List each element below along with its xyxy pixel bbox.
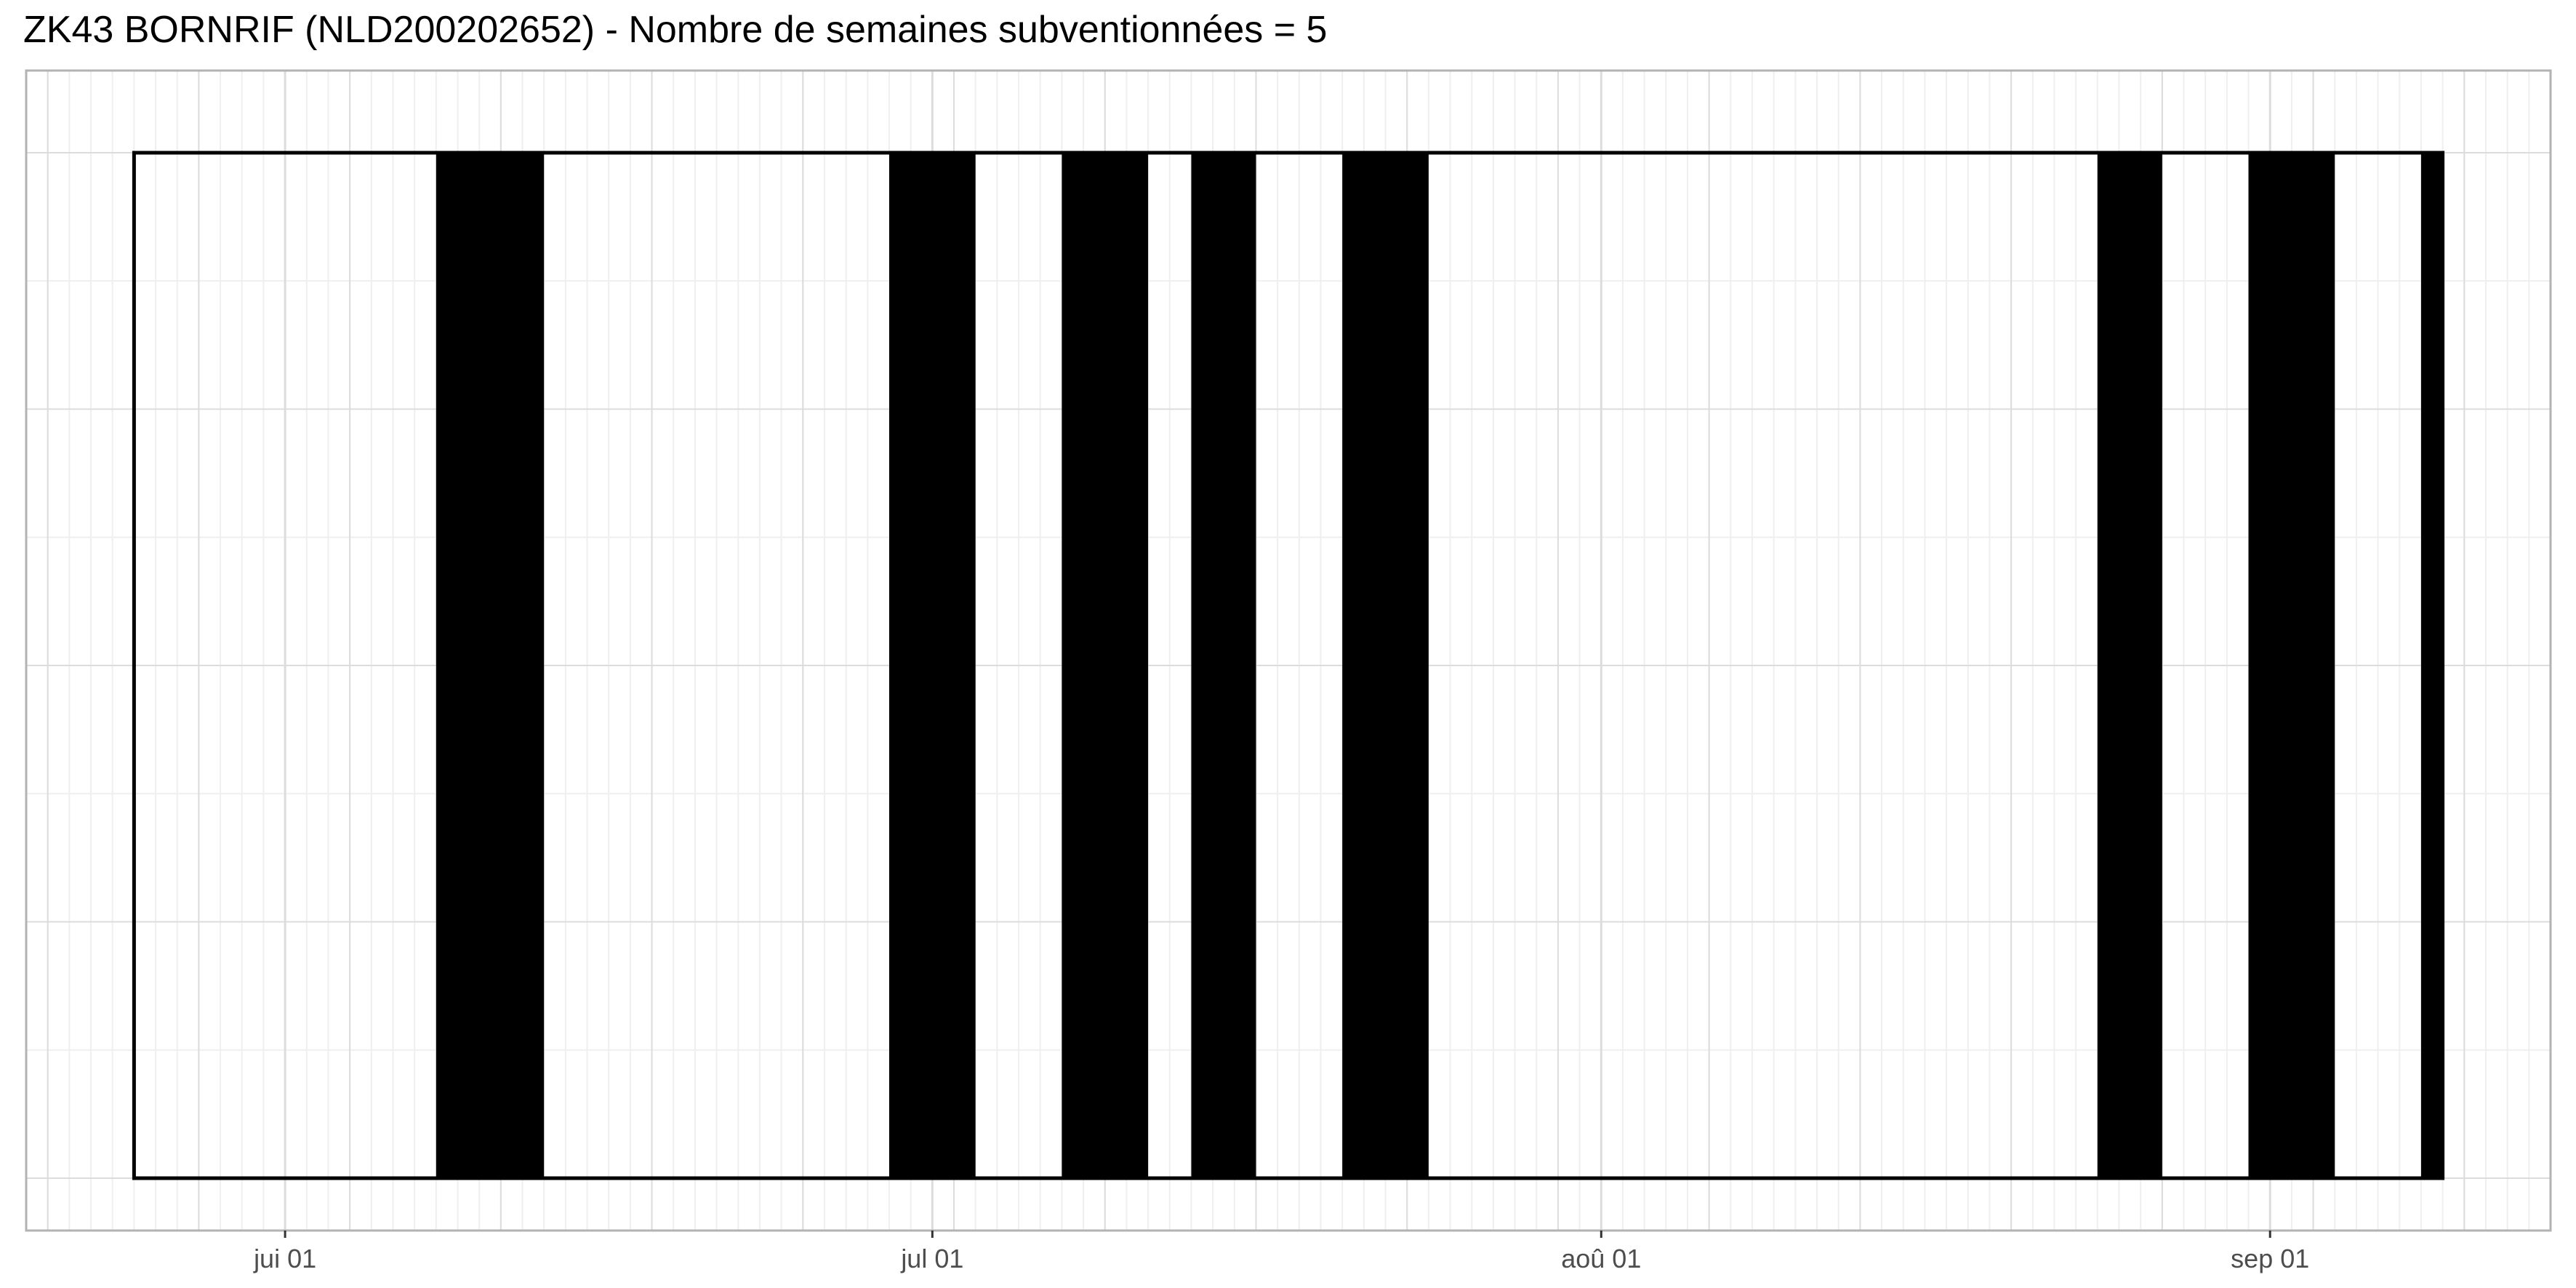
x-tick-label: jui 01: [253, 1244, 316, 1273]
bar: [889, 153, 976, 1178]
bar: [1191, 153, 1256, 1178]
bars-group: [436, 153, 2443, 1178]
bar: [2097, 153, 2162, 1178]
bar: [1342, 153, 1429, 1178]
x-tick-label: jul 01: [900, 1244, 963, 1273]
grid-horizontal: [26, 152, 2551, 1179]
bar: [2420, 153, 2443, 1178]
chart-title: ZK43 BORNRIF (NLD200202652) - Nombre de …: [23, 9, 1328, 51]
x-tick-label: aoû 01: [1561, 1244, 1641, 1273]
bar: [1062, 153, 1149, 1178]
x-tick-label: sep 01: [2231, 1244, 2309, 1273]
plot-panel-border: [25, 69, 2552, 1232]
bar: [2248, 153, 2335, 1178]
bar: [436, 153, 545, 1178]
minor-grid-x: [25, 71, 2551, 1231]
x-axis-ticks: jui 01 jul 01 aoû 01 sep 01: [253, 1231, 2309, 1273]
